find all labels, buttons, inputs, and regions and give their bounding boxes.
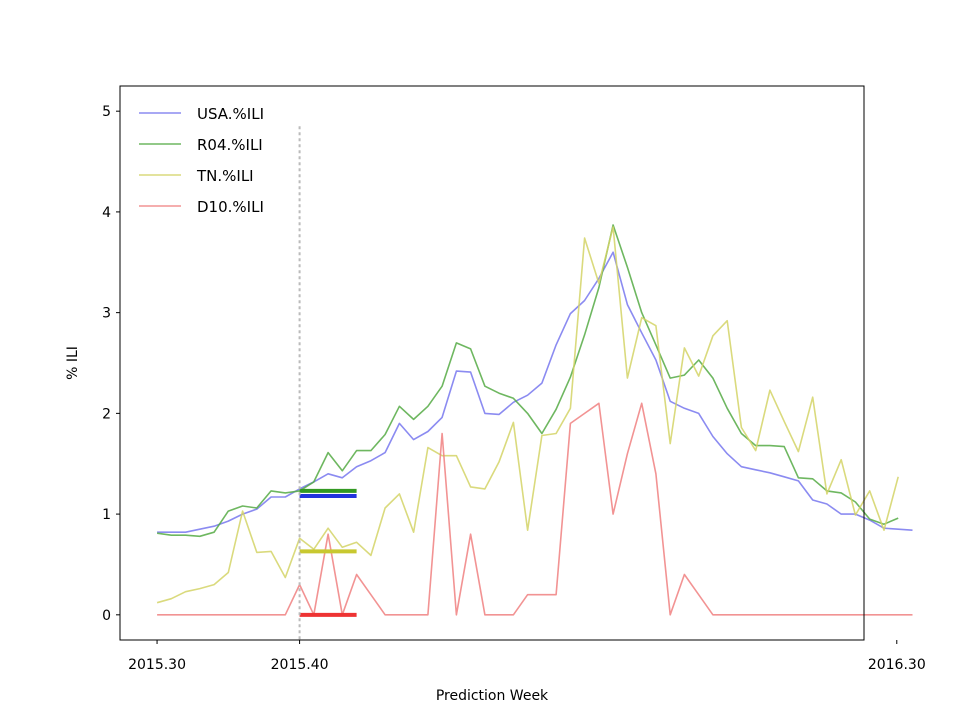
y-tick-label: 4 bbox=[102, 205, 111, 221]
y-axis-ticks: 0 1 2 3 4 5 bbox=[102, 104, 120, 624]
legend-label-r04-ili: R04.%ILI bbox=[197, 136, 263, 154]
plot-frame bbox=[119, 85, 865, 641]
legend: USA.%ILI R04.%ILI TN.%ILI D10.%ILI bbox=[139, 105, 264, 216]
legend-label-tn-ili: TN.%ILI bbox=[196, 167, 254, 185]
x-axis-ticks: 2015.30 2015.40 2016.30 bbox=[128, 640, 926, 673]
forecast-bars bbox=[299, 488, 357, 617]
y-tick-label: 5 bbox=[102, 104, 111, 120]
legend-label-usa-ili: USA.%ILI bbox=[197, 105, 264, 123]
series-line-tn-ili bbox=[156, 226, 899, 604]
y-tick-label: 3 bbox=[102, 306, 111, 322]
legend-label-d10-ili: D10.%ILI bbox=[197, 198, 264, 216]
x-tick-label: 2015.40 bbox=[271, 657, 329, 673]
y-axis-label: % ILI bbox=[65, 346, 81, 380]
x-tick-label: 2015.30 bbox=[128, 657, 186, 673]
series-line-d10-ili bbox=[157, 402, 913, 616]
y-tick-label: 2 bbox=[102, 406, 111, 422]
y-tick-label: 0 bbox=[102, 608, 111, 624]
x-axis-label: Prediction Week bbox=[436, 688, 549, 704]
series-line-usa-ili bbox=[157, 251, 913, 534]
series-line-r04-ili bbox=[156, 224, 899, 538]
x-tick-label: 2016.30 bbox=[868, 657, 926, 673]
y-tick-label: 1 bbox=[102, 507, 111, 523]
series-lines bbox=[156, 224, 913, 616]
